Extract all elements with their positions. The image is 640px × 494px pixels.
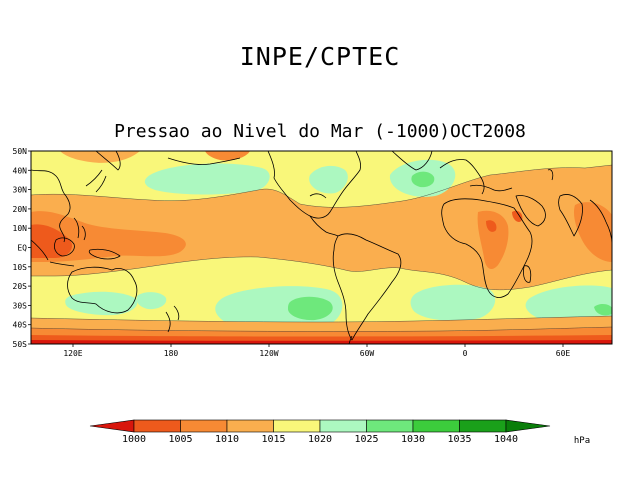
colorbar-segment xyxy=(133,419,181,433)
colorbar-label: 1005 xyxy=(168,434,192,445)
pressure-band-1010-arabia xyxy=(573,202,612,262)
colorbar-unit: hPa xyxy=(574,436,590,446)
colorbar-label: 1020 xyxy=(308,434,332,445)
coastline-southeast-asia xyxy=(589,199,612,245)
colorbar: 1000 1005 1010 1015 1020 1025 1030 1035 1040 hPa xyxy=(89,419,590,446)
coastline-australia xyxy=(67,266,138,314)
coastline-south-america xyxy=(332,233,402,341)
coastline-caspian xyxy=(547,169,554,181)
colorbar-segment xyxy=(226,419,274,433)
latitude-label: 20N xyxy=(13,205,28,214)
coastline-kamchatka xyxy=(95,151,121,171)
longitude-label: 0 xyxy=(463,349,468,358)
coastline-madagascar xyxy=(523,265,532,283)
longitude-label: 120W xyxy=(259,349,278,358)
latitude-label: 40S xyxy=(13,321,28,330)
coastline-new-zealand xyxy=(165,305,180,333)
longitude-label: 60W xyxy=(360,349,375,358)
pressure-band-1025-north-pacific-high xyxy=(144,163,270,195)
coastline-arabia xyxy=(515,195,546,227)
coastline-mediterranean xyxy=(469,184,513,192)
coastline-central-america xyxy=(309,215,339,237)
coastline-philippines xyxy=(73,217,86,241)
pressure-band-1030-indian-ocean-core xyxy=(594,304,612,316)
pressure-band-1030-north-atlantic-core xyxy=(411,171,435,188)
longitude-axis: 120E 180 120W 60W 0 60E xyxy=(63,344,570,358)
coastline-europe xyxy=(439,159,485,195)
pressure-band-1025-south-atlantic-high xyxy=(410,284,496,321)
latitude-label: EQ xyxy=(17,244,27,253)
coastline-new-guinea xyxy=(88,248,121,260)
pressure-band-1030-south-pacific-core xyxy=(287,296,333,321)
colorbar-label: 1000 xyxy=(122,434,146,445)
colorbar-segment xyxy=(366,419,414,433)
coastline-java xyxy=(49,261,75,267)
pressure-band-1025-tasman-high xyxy=(136,292,167,310)
coastline-india xyxy=(558,194,583,237)
coastline-borneo xyxy=(54,237,75,257)
colorbar-segment xyxy=(180,419,228,433)
colorbar-segment-below-1000 xyxy=(89,419,135,433)
colorbar-label: 1010 xyxy=(215,434,239,445)
longitude-label: 180 xyxy=(164,349,179,358)
map-plot-area xyxy=(31,151,612,344)
coastline-alaska xyxy=(167,157,241,165)
pressure-band-1005-arabia-spot xyxy=(512,210,523,223)
latitude-label: 20S xyxy=(13,282,28,291)
longitude-label: 120E xyxy=(63,349,82,358)
pressure-band-1010-africa xyxy=(477,210,509,270)
map-title: Pressao ao Nivel do Mar (-1000)OCT2008 xyxy=(114,121,526,142)
coastline-sumatra xyxy=(31,239,49,261)
pressure-band-1025-indian-ocean-high xyxy=(525,285,612,324)
latitude-axis: 50N 40N 30N 20N 10N EQ 10S 20S 30S 40S 50S xyxy=(13,147,31,349)
colorbar-label: 1015 xyxy=(261,434,285,445)
coastline-japan xyxy=(85,169,107,193)
latitude-label: 50S xyxy=(13,340,28,349)
latitude-label: 10N xyxy=(13,224,28,233)
colorbar-label: 1025 xyxy=(354,434,378,445)
pressure-band-1025-australia-high xyxy=(65,291,138,316)
pressure-band-1000-southern-ocean xyxy=(31,340,612,344)
contour-lines xyxy=(31,164,612,332)
colorbar-segment xyxy=(273,419,321,433)
latitude-label: 30S xyxy=(13,301,28,310)
pressure-band-1015-tropics xyxy=(31,165,612,290)
colorbar-segment xyxy=(319,419,367,433)
coastline-asia-east xyxy=(31,169,71,243)
coastline-gulf-of-mexico xyxy=(309,193,327,199)
longitude-label: 60E xyxy=(556,349,571,358)
pressure-band-1005-africa-spot xyxy=(486,220,497,232)
latitude-label: 50N xyxy=(13,147,28,156)
coastline-greenland xyxy=(391,151,433,171)
colorbar-segment xyxy=(459,419,507,433)
coastline-north-america xyxy=(267,151,361,219)
latitude-label: 30N xyxy=(13,186,28,195)
coastline-africa xyxy=(441,198,533,298)
colorbar-label: 1040 xyxy=(494,434,518,445)
colorbar-segment xyxy=(412,419,460,433)
organization-title: INPE/CPTEC xyxy=(239,42,401,71)
pressure-band-1025-north-america xyxy=(309,165,348,194)
colorbar-label: 1035 xyxy=(447,434,471,445)
colorbar-label: 1030 xyxy=(401,434,425,445)
colorbar-segment-above-1040 xyxy=(505,419,551,433)
latitude-label: 10S xyxy=(13,263,28,272)
coastlines xyxy=(31,151,612,344)
latitude-label: 40N xyxy=(13,166,28,175)
